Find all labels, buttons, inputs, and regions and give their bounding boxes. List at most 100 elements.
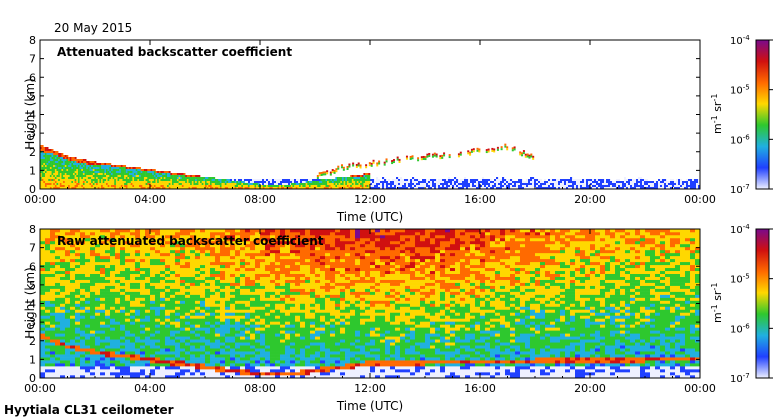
heat-cell xyxy=(60,297,66,301)
heat-cell xyxy=(44,161,47,163)
heat-cell xyxy=(216,183,219,185)
heat-cell xyxy=(94,183,97,185)
heat-cell xyxy=(119,181,122,183)
heat-cell xyxy=(205,187,207,189)
heat-cell xyxy=(506,181,509,183)
heat-cell xyxy=(40,342,46,346)
heat-cell xyxy=(337,185,339,187)
heat-cell xyxy=(155,339,161,343)
heat-cell xyxy=(150,258,156,263)
heat-cell xyxy=(180,324,186,328)
heat-cell xyxy=(160,363,166,367)
heat-cell xyxy=(186,175,189,177)
heat-cell xyxy=(335,183,338,185)
heat-cell xyxy=(456,185,459,187)
heat-cell xyxy=(160,333,166,337)
heat-cell xyxy=(91,165,94,167)
heat-cell xyxy=(552,187,555,189)
heat-cell xyxy=(105,369,111,373)
heat-cell xyxy=(69,183,72,185)
heat-cell xyxy=(135,345,141,349)
heat-cell xyxy=(368,181,371,183)
heat-cell xyxy=(150,354,156,358)
heat-cell xyxy=(468,187,471,189)
cloud-cell xyxy=(320,173,323,176)
heat-cell xyxy=(82,181,85,183)
heat-cell xyxy=(155,324,161,328)
heat-cell xyxy=(137,177,140,179)
heat-cell xyxy=(96,175,98,177)
heat-cell xyxy=(101,171,103,173)
heat-cell xyxy=(196,179,199,181)
heat-cell xyxy=(54,151,57,153)
heat-cell xyxy=(335,181,338,183)
cloud-cell xyxy=(506,148,509,151)
heat-cell xyxy=(175,267,181,272)
heat-cell xyxy=(87,183,90,185)
heat-cell xyxy=(85,324,91,328)
heat-cell xyxy=(140,273,146,277)
heat-cell xyxy=(61,159,64,161)
heat-cell xyxy=(233,185,235,187)
heat-cell xyxy=(50,291,56,295)
heat-cell xyxy=(173,175,176,177)
heat-cell xyxy=(145,306,151,310)
heat-cell xyxy=(84,159,87,161)
heat-cell xyxy=(325,183,328,185)
heat-cell xyxy=(91,167,94,169)
heat-cell xyxy=(486,179,489,181)
heat-cell xyxy=(172,179,174,181)
heat-cell xyxy=(180,229,186,233)
heat-cell xyxy=(134,175,136,177)
heat-cell xyxy=(75,249,81,254)
heat-cell xyxy=(460,179,463,181)
heat-cell xyxy=(109,167,112,169)
heat-cell xyxy=(185,372,191,376)
heat-cell xyxy=(50,279,56,283)
heat-cell xyxy=(361,175,364,177)
heat-cell xyxy=(165,181,168,183)
heat-cell xyxy=(76,179,79,181)
heat-cell xyxy=(304,179,307,181)
heat-cell xyxy=(120,348,126,352)
heat-cell xyxy=(304,187,306,189)
heat-cell xyxy=(175,237,181,242)
heat-cell xyxy=(110,282,116,286)
heat-cell xyxy=(64,169,67,171)
heat-cell xyxy=(100,246,106,251)
heat-cell xyxy=(368,187,371,189)
heat-cell xyxy=(122,171,125,173)
heat-cell xyxy=(122,185,125,187)
heat-cell xyxy=(110,185,113,187)
heat-cell xyxy=(75,264,81,269)
heat-cell xyxy=(214,179,217,181)
heat-cell xyxy=(145,351,151,355)
heat-cell xyxy=(160,372,166,376)
heat-cell xyxy=(628,187,631,189)
heat-cell xyxy=(158,185,161,187)
heat-cell xyxy=(672,185,675,187)
heat-cell xyxy=(110,348,116,352)
heat-cell xyxy=(58,167,61,169)
heat-cell xyxy=(60,294,66,298)
heat-cell xyxy=(95,330,101,334)
heat-cell xyxy=(247,187,250,189)
heat-cell xyxy=(74,163,77,165)
heat-cell xyxy=(384,183,387,185)
heat-cell xyxy=(59,169,62,171)
heat-cell xyxy=(112,167,115,169)
heat-cell xyxy=(150,237,156,242)
heat-cell xyxy=(608,187,611,189)
heat-cell xyxy=(636,179,639,181)
heat-cell xyxy=(70,288,76,292)
heat-cell xyxy=(175,183,178,185)
heat-cell xyxy=(181,177,184,179)
heat-cell xyxy=(58,179,61,181)
heat-cell xyxy=(63,179,65,181)
heat-cell xyxy=(484,181,487,183)
heat-cell xyxy=(586,183,589,185)
heat-cell xyxy=(94,173,97,175)
heat-cell xyxy=(162,177,164,179)
heat-cell xyxy=(140,282,146,286)
heat-cell xyxy=(600,185,603,187)
